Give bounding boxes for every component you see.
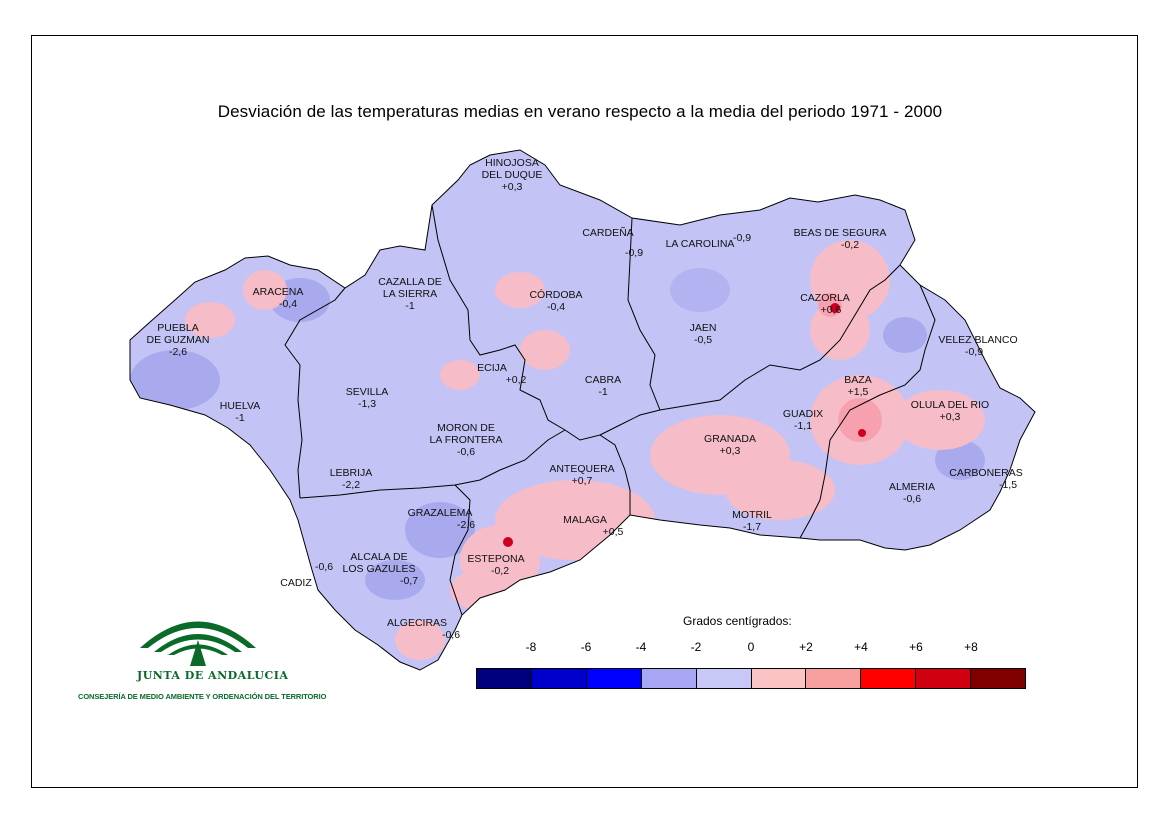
junta-andalucia-logo (140, 621, 256, 666)
place-label-grazalema: GRAZALEMA (408, 507, 473, 519)
place-value-motril: -1,7 (743, 521, 761, 533)
legend-swatch (696, 669, 752, 688)
legend-color-bar (476, 668, 1026, 689)
place-value-ecija: +0,2 (506, 374, 527, 386)
place-label-estepona: ESTEPONA (467, 553, 524, 565)
logo-subtitle: CONSEJERÍA DE MEDIO AMBIENTE Y ORDENACIÓ… (78, 692, 327, 701)
legend-swatch (477, 669, 532, 688)
place-value-baza: +1,5 (848, 386, 869, 398)
legend-tick-label: -6 (580, 640, 592, 654)
legend-tick-label: -2 (690, 640, 702, 654)
place-value-guadix: -1,1 (794, 420, 812, 432)
place-value-velez-blanco: -0,9 (965, 346, 983, 358)
place-value-cazorla: +0,6 (821, 304, 842, 316)
map-frame (31, 35, 1138, 788)
place-label-cazorla: CAZORLA (800, 292, 850, 304)
place-value-aracena: -0,4 (279, 298, 297, 310)
place-value-cazalla: -1 (405, 300, 414, 312)
place-value-almeria: -0,6 (903, 493, 921, 505)
place-value-moron: -0,6 (457, 446, 475, 458)
place-value-puebla-de-guzman: -2,6 (169, 346, 187, 358)
place-value-cardena: -0,9 (625, 247, 643, 259)
place-label-cardena: CARDEÑA (582, 226, 633, 239)
province-borders (129, 149, 1036, 671)
legend-tick-label: -4 (635, 640, 647, 654)
place-label-cordoba: CÓRDOBA (529, 288, 582, 301)
place-value-alcala: -0,7 (400, 575, 418, 587)
place-label-algeciras: ALGECIRAS (387, 617, 447, 629)
place-value-cabra: -1 (598, 386, 607, 398)
place-value-granada: +0,3 (720, 445, 741, 457)
place-value-sevilla: -1,3 (358, 398, 376, 410)
place-label-jaen: JAEN (690, 322, 717, 334)
legend-tick-label: -8 (525, 640, 537, 654)
legend-swatch (641, 669, 697, 688)
legend-swatch (916, 669, 972, 688)
place-value-jaen: -0,5 (694, 334, 712, 346)
place-value-cordoba: -0,4 (547, 301, 565, 313)
legend-swatch (806, 669, 862, 688)
map-title: Desviación de las temperaturas medias en… (217, 102, 943, 121)
place-label-motril: MOTRIL (732, 509, 772, 521)
legend-tick-label: 0 (747, 640, 755, 654)
legend-tick-label: +8 (964, 640, 978, 654)
place-label-olula-del-rio: OLULA DEL RIO (911, 399, 989, 411)
place-label-aracena: ARACENA (253, 286, 304, 298)
place-value-la-carolina: -0,9 (733, 232, 751, 244)
place-value-cadiz: -0,6 (315, 561, 333, 573)
place-value-algeciras: -0,6 (442, 629, 460, 641)
place-label-sevilla: SEVILLA (346, 386, 389, 398)
temperature-zones (130, 240, 985, 660)
place-label-carboneras: CARBONERAS (949, 467, 1023, 479)
legend-caption: Grados centígrados: (683, 614, 792, 628)
place-value-lebrija: -2,2 (342, 479, 360, 491)
land-area (130, 150, 1035, 670)
place-label-cazalla: CAZALLA DE LA SIERRA (378, 276, 442, 300)
place-label-la-carolina: LA CAROLINA (666, 238, 735, 250)
legend-swatch (531, 669, 587, 688)
legend-swatch (751, 669, 807, 688)
place-label-huelva: HUELVA (220, 400, 260, 412)
place-value-beas-de-segura: -0,2 (841, 239, 859, 251)
place-label-cadiz: CADIZ (280, 577, 312, 589)
legend-tick-label: +6 (909, 640, 923, 654)
place-value-huelva: -1 (235, 412, 244, 424)
place-label-lebrija: LEBRIJA (330, 467, 373, 479)
place-value-carboneras: -1,5 (999, 479, 1017, 491)
place-label-beas-de-segura: BEAS DE SEGURA (794, 227, 887, 239)
place-label-antequera: ANTEQUERA (549, 463, 614, 475)
place-label-almeria: ALMERIA (889, 481, 935, 493)
place-label-alcala: ALCALA DE LOS GAZULES (343, 551, 416, 575)
place-label-puebla-de-guzman: PUEBLA DE GUZMAN (147, 322, 210, 346)
place-label-ecija: ECIJA (477, 362, 507, 374)
place-value-antequera: +0,7 (572, 475, 593, 487)
place-value-olula-del-rio: +0,3 (940, 411, 961, 423)
place-label-cabra: CABRA (585, 374, 621, 386)
legend-tick-label: +4 (854, 640, 868, 654)
place-label-guadix: GUADIX (783, 408, 823, 420)
legend-tick-label: +2 (799, 640, 813, 654)
place-label-hinojosa: HINOJOSA DEL DUQUE (482, 157, 543, 181)
place-value-grazalema: -2,6 (457, 519, 475, 531)
place-label-baza: BAZA (844, 374, 871, 386)
legend-swatch (971, 669, 1026, 688)
place-value-estepona: -0,2 (491, 565, 509, 577)
place-label-velez-blanco: VELEZ BLANCO (938, 334, 1017, 346)
place-label-moron: MORON DE LA FRONTERA (430, 422, 503, 446)
logo-name: JUNTA DE ANDALUCIA (137, 669, 289, 682)
legend-swatch (586, 669, 642, 688)
legend-swatch (861, 669, 917, 688)
place-value-malaga: +0,5 (603, 526, 624, 538)
place-value-hinojosa: +0,3 (502, 181, 523, 193)
place-label-granada: GRANADA (704, 433, 756, 445)
place-label-malaga: MALAGA (563, 514, 607, 526)
